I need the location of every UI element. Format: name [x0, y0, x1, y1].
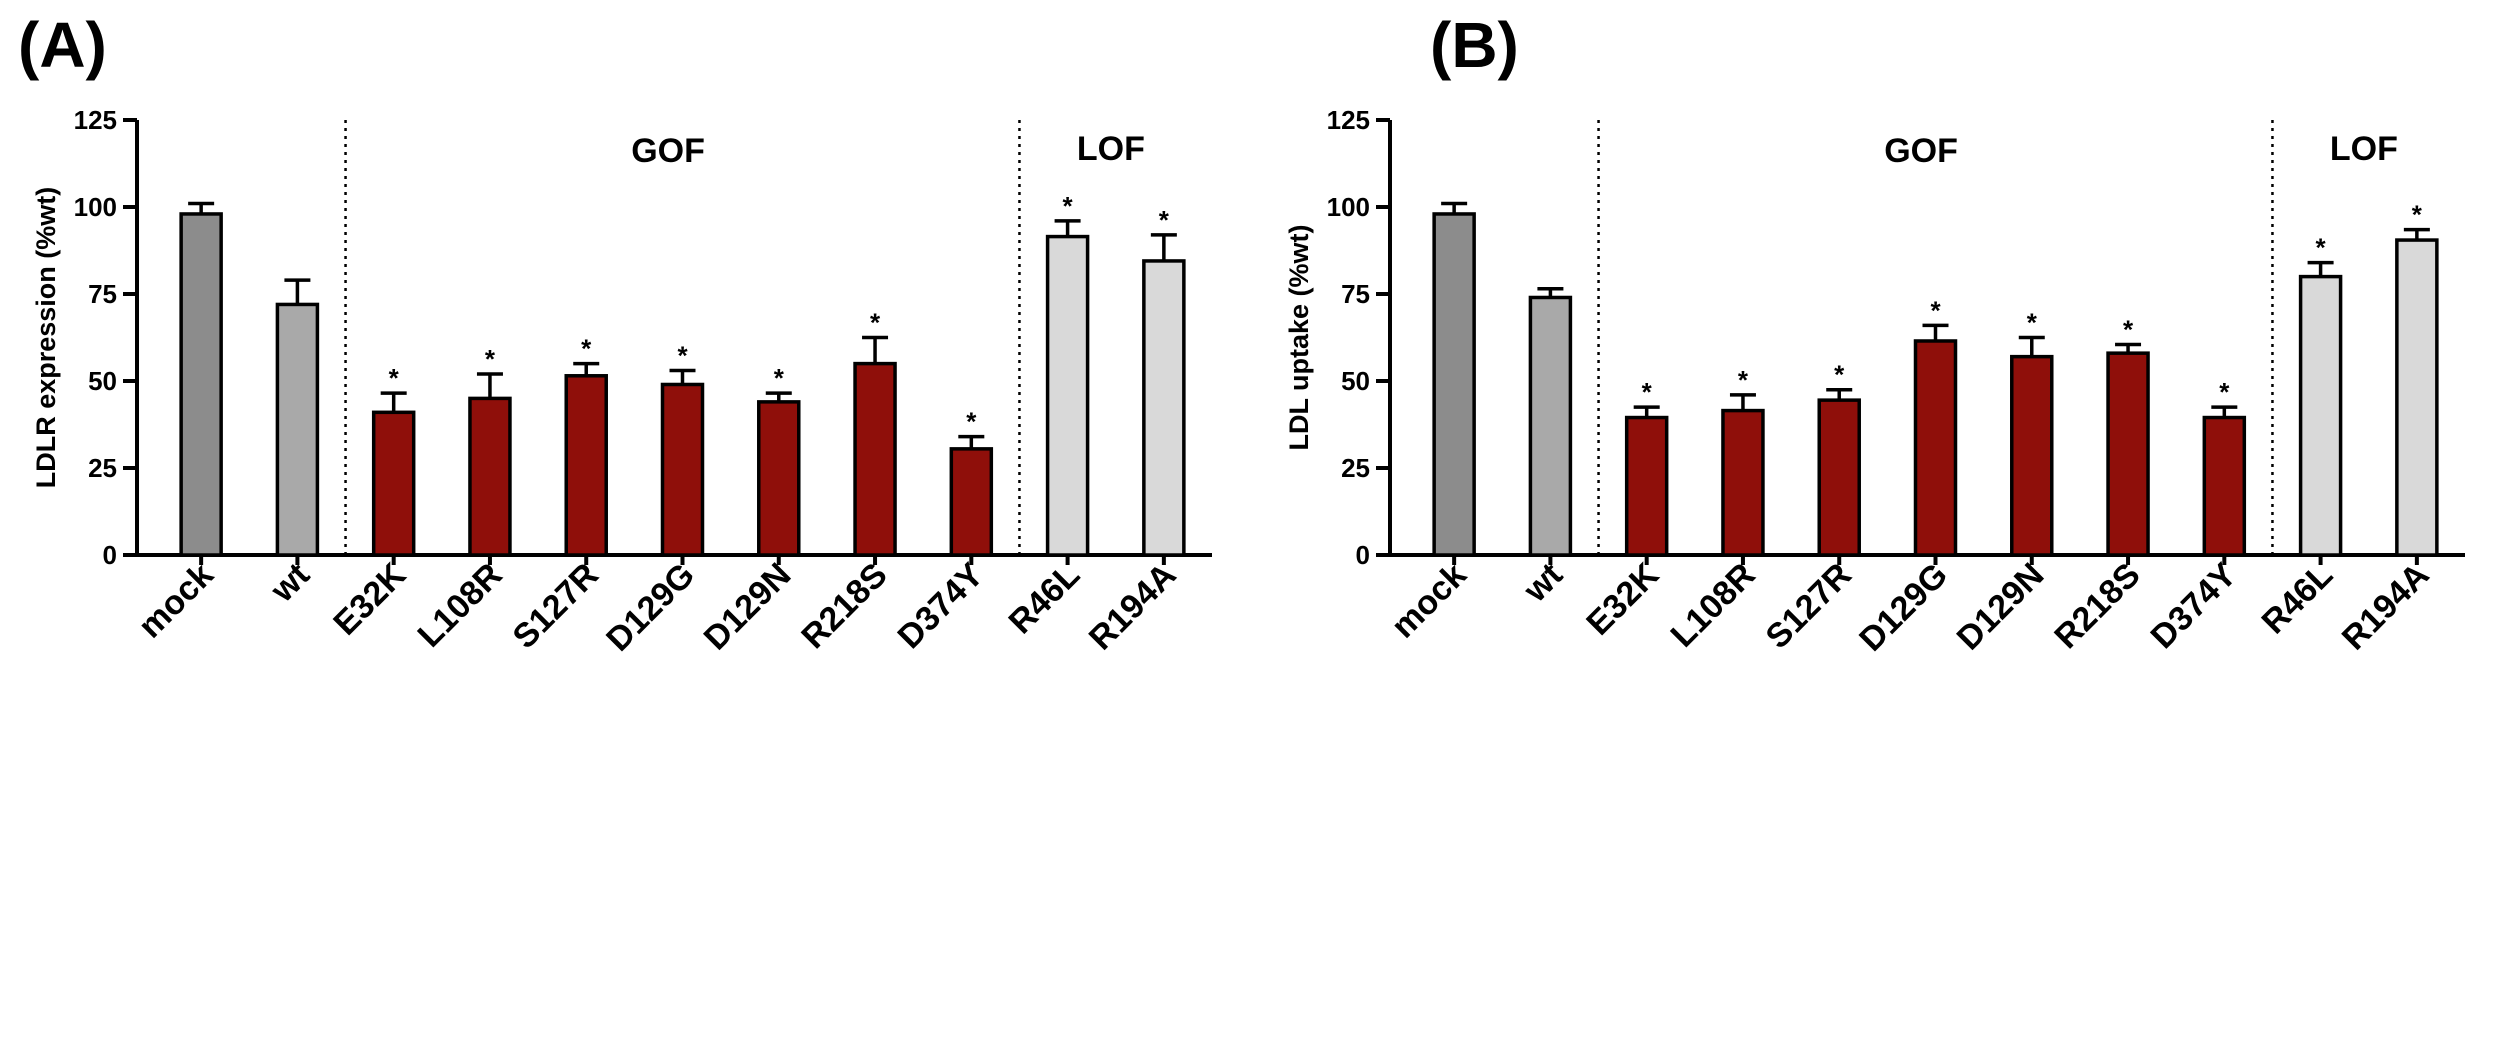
- gof-group-label: GOF: [631, 132, 705, 170]
- bar-d129g: [660, 382, 705, 557]
- significance-marker: *: [389, 363, 400, 393]
- x-tick-label: R218S: [794, 556, 894, 656]
- x-tick-label: L108R: [1664, 556, 1763, 655]
- chart-panel-a: (A) 0 25 50 75 100 125 LDLR expression (%wt) GO…: [18, 9, 1212, 659]
- bar-d129n: [757, 400, 801, 557]
- x-tick-label: D129G: [599, 556, 702, 659]
- significance-marker: *: [870, 308, 881, 338]
- x-tick-label: R46L: [1002, 556, 1088, 642]
- significance-marker: *: [1834, 360, 1845, 390]
- significance-marker: *: [2412, 200, 2423, 230]
- x-tick-label: D374Y: [891, 556, 992, 657]
- x-tick-label: wt: [263, 556, 317, 610]
- x-tick-label: R218S: [2047, 556, 2147, 656]
- bar-s127r: [564, 374, 608, 557]
- bar-e32k: [1624, 415, 1669, 557]
- x-tick-label: D129N: [1950, 556, 2052, 658]
- significance-marker: *: [2123, 314, 2134, 344]
- significance-marker: *: [1159, 205, 1170, 235]
- x-tick-label: E32K: [1579, 555, 1666, 642]
- significance-marker: *: [1063, 191, 1074, 221]
- y-tick-label: 75: [1341, 279, 1370, 309]
- x-tick-label: D129N: [697, 556, 799, 658]
- panel-label: (B): [1430, 9, 1519, 81]
- y-axis-title: LDLR expression (%wt): [31, 187, 61, 489]
- significance-marker: *: [677, 341, 688, 371]
- bar-wt: [1528, 295, 1573, 557]
- chart-b-svg: 0 25 50 75 100 125 LDL uptake (%wt) GOF LOF mock w…: [1284, 105, 2465, 659]
- significance-marker: *: [2219, 377, 2230, 407]
- y-tick-label: 75: [88, 279, 117, 309]
- bar-e32k: [371, 410, 416, 557]
- panel-label: (A): [18, 9, 107, 81]
- y-tick-label: 25: [88, 453, 117, 483]
- significance-marker: *: [1738, 365, 1749, 395]
- x-tick-label: S127R: [1758, 556, 1858, 656]
- x-tick-label: D129G: [1852, 556, 1955, 659]
- x-tick-label: D374Y: [2144, 556, 2245, 657]
- gof-group-label: GOF: [1884, 132, 1958, 170]
- bar-r46l: [2298, 274, 2343, 557]
- y-tick-label: 0: [103, 540, 117, 570]
- y-tick-label: 125: [74, 105, 117, 135]
- bar-wt: [275, 302, 320, 557]
- bar-mock: [1432, 212, 1476, 557]
- x-tick-label: R194A: [2335, 556, 2437, 658]
- significance-marker: *: [1642, 377, 1653, 407]
- bar-mock: [179, 212, 223, 557]
- bar-d374y: [949, 447, 994, 557]
- bar-d129g: [1913, 339, 1958, 557]
- x-tick-label: wt: [1516, 556, 1570, 610]
- significance-marker: *: [966, 407, 977, 437]
- bar-r218s: [2106, 351, 2150, 557]
- bar-r194a: [1142, 259, 1186, 557]
- y-axis-title: LDL uptake (%wt): [1284, 224, 1314, 450]
- bar-l108r: [1721, 408, 1765, 557]
- x-tick-label: E32K: [326, 555, 413, 642]
- lof-group-label: LOF: [1077, 130, 1145, 168]
- y-tick-label: 100: [1327, 192, 1370, 222]
- x-tick-label: mock: [131, 556, 221, 646]
- bar-s127r: [1817, 398, 1861, 557]
- significance-marker: *: [1930, 295, 1941, 325]
- x-tick-label: L108R: [411, 556, 510, 655]
- x-tick-label: R194A: [1082, 556, 1184, 658]
- bar-r194a: [2395, 238, 2439, 557]
- y-tick-label: 25: [1341, 453, 1370, 483]
- x-tick-label: S127R: [505, 556, 605, 656]
- bar-l108r: [468, 396, 512, 557]
- x-tick-label: mock: [1384, 556, 1474, 646]
- lof-group-label: LOF: [2330, 130, 2398, 168]
- y-tick-label: 100: [74, 192, 117, 222]
- significance-marker: *: [581, 334, 592, 364]
- y-tick-label: 125: [1327, 105, 1370, 135]
- x-tick-label: R46L: [2255, 556, 2341, 642]
- bar-d374y: [2202, 415, 2247, 557]
- bar-d129n: [2010, 354, 2054, 557]
- y-tick-label: 50: [88, 366, 117, 396]
- chart-panel-b: (B) 0 25 50 75 100 125 LDL uptake (%wt) GOF LOF m…: [1253, 0, 2506, 1055]
- significance-marker: *: [2316, 233, 2327, 263]
- bar-r46l: [1045, 234, 1090, 557]
- y-tick-label: 0: [1356, 540, 1370, 570]
- chart-a-svg: 0 25 50 75 100 125 LDLR expression (%wt) GOF LOF…: [31, 105, 1212, 659]
- significance-marker: *: [485, 344, 496, 374]
- y-tick-label: 50: [1341, 366, 1370, 396]
- bar-r218s: [853, 361, 897, 557]
- significance-marker: *: [2027, 308, 2038, 338]
- significance-marker: *: [774, 363, 785, 393]
